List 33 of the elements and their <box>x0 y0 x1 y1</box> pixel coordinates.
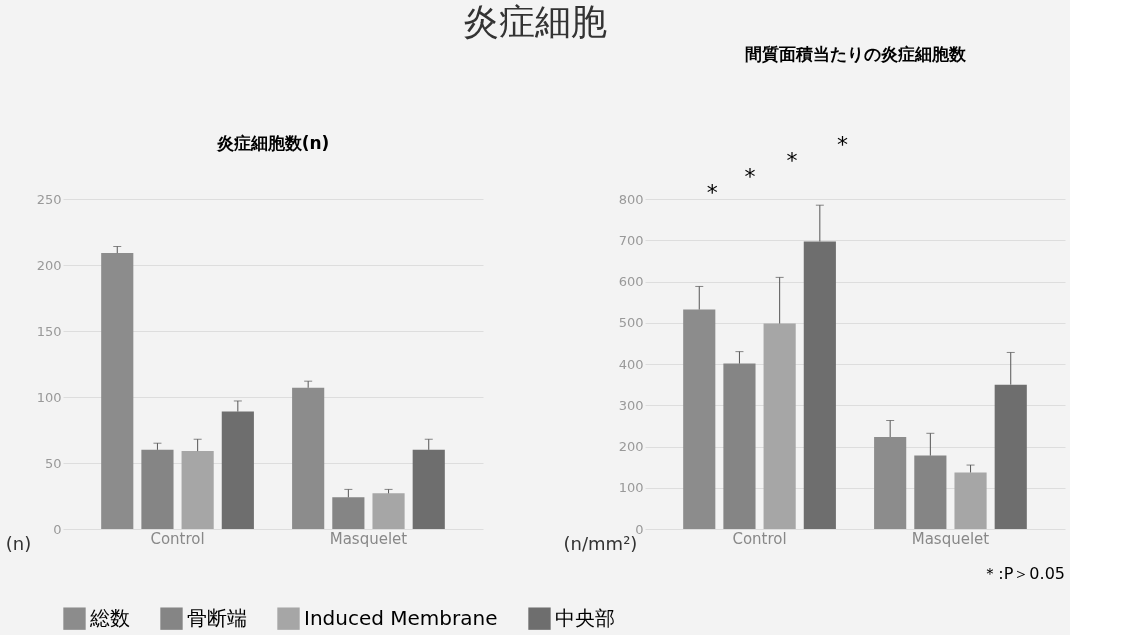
chart-title: 炎症細胞数(n) <box>215 133 330 153</box>
y-tick-label: 200 <box>36 257 62 273</box>
y-tick-label: 50 <box>44 455 62 471</box>
y-tick-label: 100 <box>36 389 62 405</box>
legend-label: 中央部 <box>555 605 615 630</box>
y-tick-label: 300 <box>618 397 644 413</box>
x-tick-label: Control <box>150 529 205 548</box>
chart-title: 間質面積当たりの炎症細胞数 <box>744 44 967 64</box>
legend-label: 骨断端 <box>187 605 247 630</box>
y-tick-label: 150 <box>36 323 62 339</box>
y-axis-title: (n) <box>5 532 32 554</box>
legend-label: 総数 <box>89 605 130 630</box>
y-tick-label: 400 <box>618 356 644 372</box>
x-tick-label: Masquelet <box>329 529 408 548</box>
y-axis-title: (n/mm²) <box>563 532 638 554</box>
y-tick-label: 600 <box>618 274 644 289</box>
y-tick-label: 0 <box>635 521 644 537</box>
y-tick-label: 800 <box>618 191 644 207</box>
y-tick-label: 250 <box>36 191 62 207</box>
legend-label: Induced Membrane <box>304 605 498 630</box>
text: 炎症細胞 <box>463 1 608 42</box>
y-tick-label: 200 <box>618 439 644 454</box>
y-tick-label: 0 <box>53 521 62 537</box>
text: * <box>786 148 798 173</box>
y-tick-label: 700 <box>618 232 644 248</box>
y-tick-label: 500 <box>618 315 644 331</box>
text: * <box>836 132 848 157</box>
text: * <box>744 164 756 189</box>
x-tick-label: Masquelet <box>911 529 990 548</box>
y-tick-label: 100 <box>618 480 644 496</box>
text: ＊:P＞0.05 <box>982 564 1065 583</box>
x-tick-label: Control <box>732 529 787 548</box>
annotation: * <box>706 180 718 205</box>
